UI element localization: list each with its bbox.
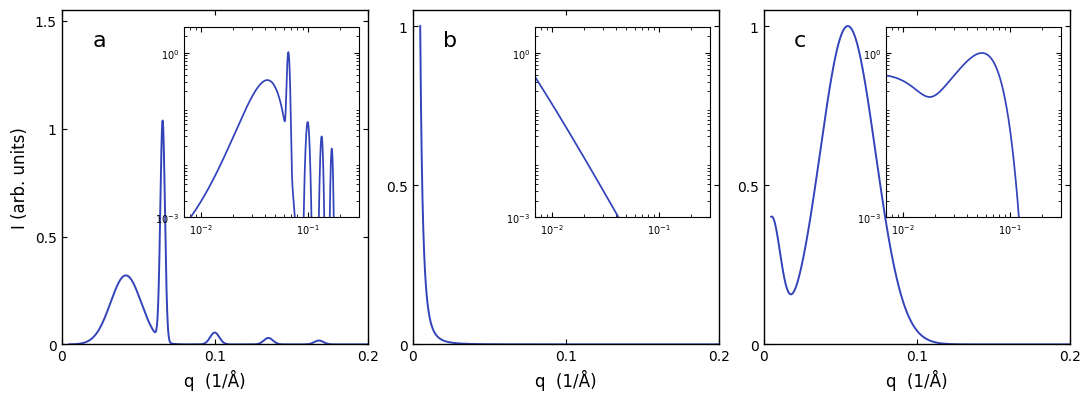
Y-axis label: I (arb. units): I (arb. units): [11, 127, 29, 229]
Text: b: b: [443, 31, 458, 51]
Text: a: a: [92, 31, 106, 51]
X-axis label: q  (1/Å): q (1/Å): [886, 369, 948, 390]
X-axis label: q  (1/Å): q (1/Å): [183, 369, 246, 390]
Text: c: c: [794, 31, 807, 51]
X-axis label: q  (1/Å): q (1/Å): [535, 369, 596, 390]
